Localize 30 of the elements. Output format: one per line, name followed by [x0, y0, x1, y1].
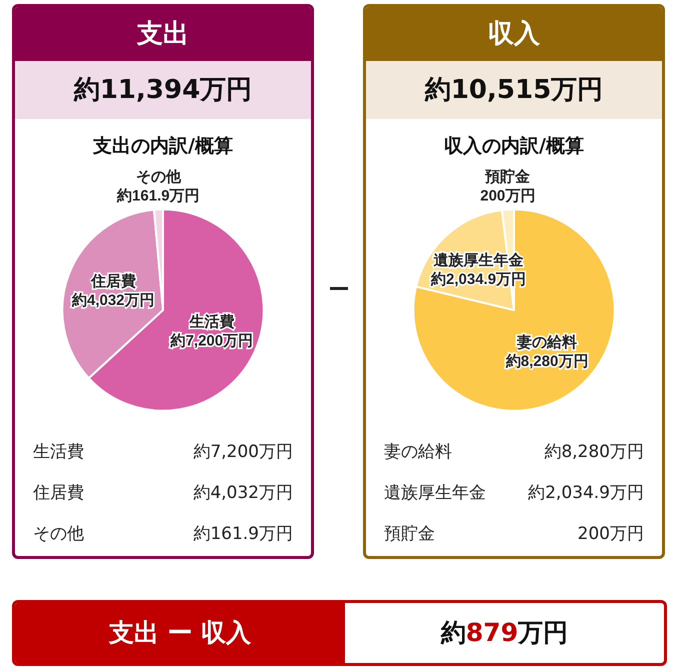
- chart-title: 支出: [15, 7, 311, 61]
- chart-subtitle: 約10,515万円: [366, 61, 662, 119]
- text: 200万円: [578, 524, 644, 544]
- text: 約879万円: [440, 618, 568, 647]
- slice-label: 妻の給料: [384, 441, 452, 464]
- text: 収入の内訳/概算: [443, 134, 585, 159]
- chart-subtitle: 約11,394万円: [15, 61, 311, 119]
- slice-label: 生活費: [33, 441, 84, 464]
- slice-label: 妻の給料: [516, 334, 578, 351]
- slice-label: 住居費: [90, 272, 136, 290]
- text: 約8,280万円: [544, 442, 644, 462]
- data-label: 約7,200万円: [170, 332, 254, 350]
- slice-label: その他: [136, 168, 182, 186]
- text: 約2,034.9万円: [528, 483, 644, 503]
- data-label: 約161.9万円: [116, 187, 200, 204]
- chart-title: 収入: [366, 7, 662, 61]
- text: 約4,032万円: [193, 483, 293, 503]
- text: 約7,200万円: [193, 442, 293, 462]
- data-label: 約8,280万円: [504, 352, 588, 370]
- category-label: 住居費: [33, 483, 84, 503]
- text: 支出 ー 収入: [15, 603, 345, 663]
- category-label: 遺族厚生年金: [384, 483, 486, 503]
- data-label: 約4,032万円: [70, 292, 155, 309]
- category-label: 預貯金: [384, 524, 435, 544]
- slice-label: 預貯金: [484, 168, 530, 186]
- data-label: 200万円: [480, 188, 536, 205]
- text: 支出の内訳/概算: [92, 134, 234, 159]
- category-label: その他: [33, 524, 84, 544]
- slice-label: 生活費: [188, 314, 234, 331]
- text: 約161.9万円: [193, 524, 293, 544]
